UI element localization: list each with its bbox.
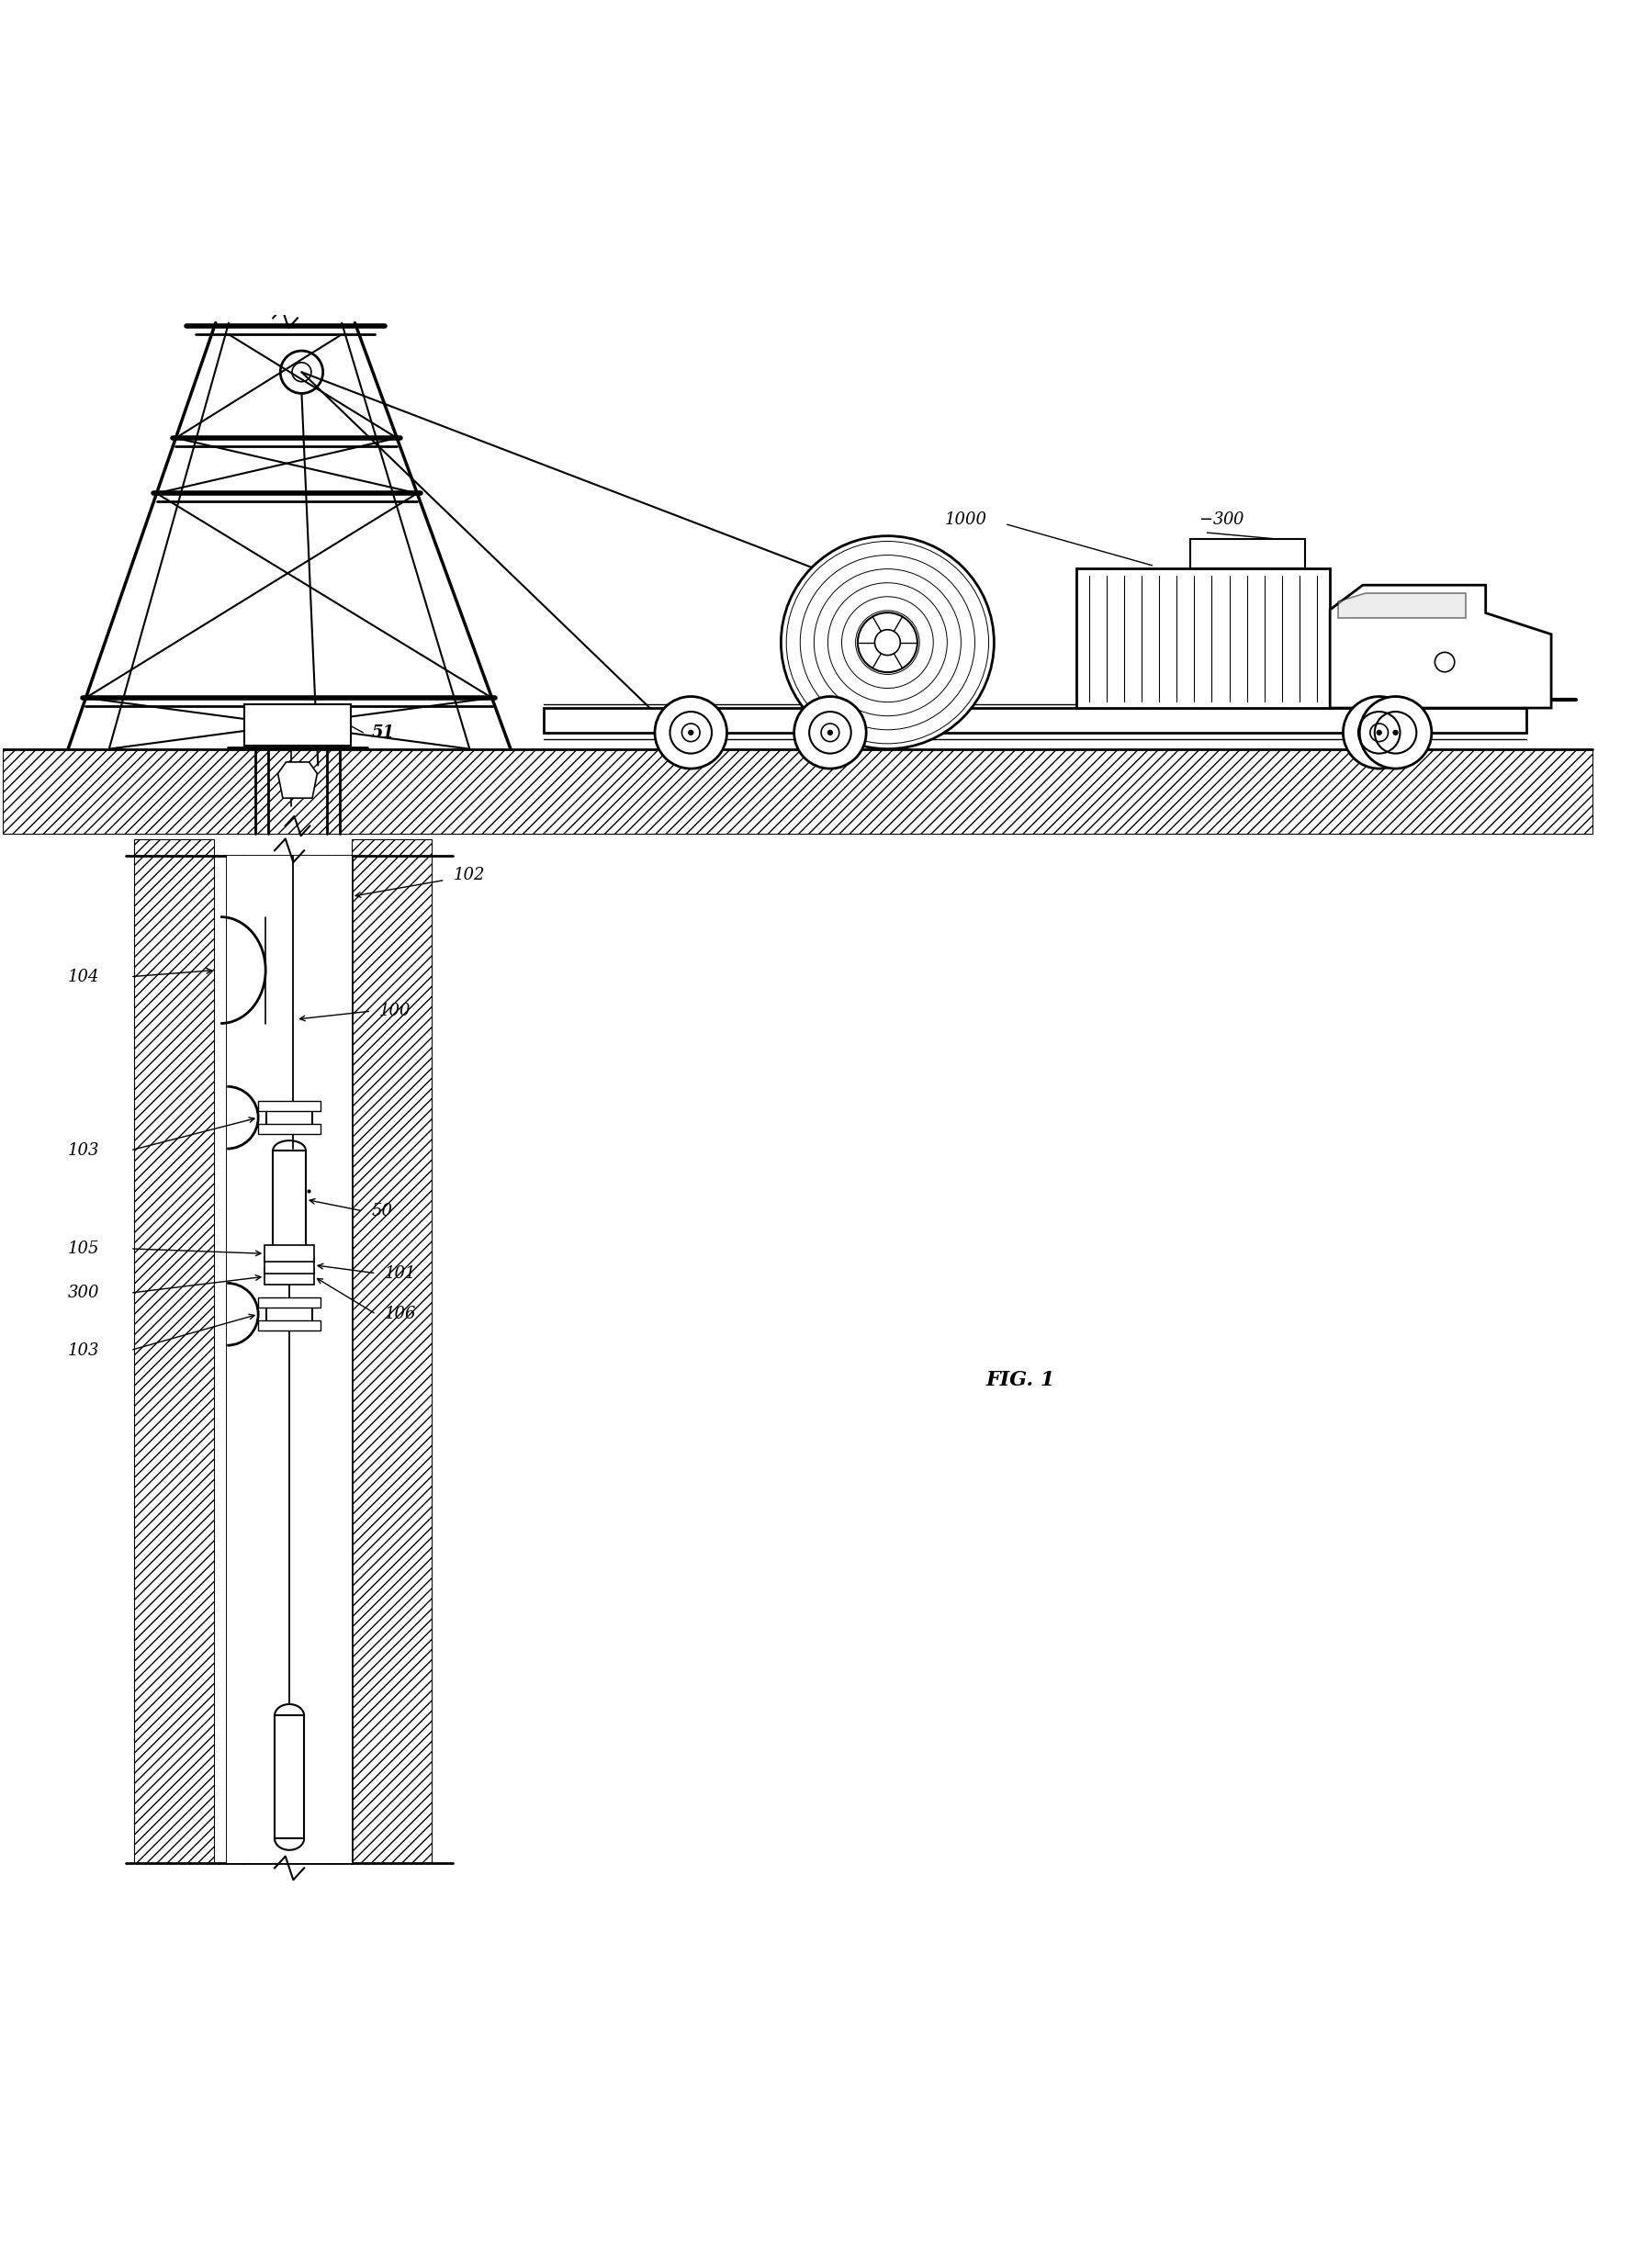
Polygon shape [1329,585,1551,708]
Bar [133,839,214,1862]
Text: 105: 105 [67,1241,100,1256]
Circle shape [858,612,917,671]
Bar [258,1102,320,1111]
Bar [544,708,1526,733]
Bar [265,1268,314,1284]
Circle shape [1342,696,1415,769]
Bar [258,1125,320,1134]
Circle shape [687,730,693,735]
Bar [265,1256,314,1272]
Bar [273,1150,306,1250]
Text: FIG. 1: FIG. 1 [986,1370,1055,1390]
Polygon shape [1337,594,1466,617]
Bar [243,855,335,1862]
Text: 102: 102 [453,866,485,882]
Text: 1000: 1000 [945,510,986,528]
Text: $-$300: $-$300 [1198,510,1245,528]
Polygon shape [1190,540,1305,569]
Text: 103: 103 [67,1143,100,1159]
Circle shape [780,535,994,748]
Text: 103: 103 [67,1343,100,1359]
Bar [245,705,350,746]
Bar [274,1715,304,1839]
Circle shape [654,696,726,769]
Bar [266,1302,312,1327]
Text: 106: 106 [384,1306,416,1322]
Text: 50: 50 [371,1202,393,1220]
Circle shape [1359,696,1431,769]
Text: 101: 101 [384,1266,416,1281]
Bar [227,855,243,1862]
Circle shape [826,730,833,735]
Polygon shape [278,762,317,798]
Bar [3,748,1592,835]
Text: 104: 104 [67,968,100,984]
Bar [258,1297,320,1309]
Bar [265,1245,314,1261]
Bar [335,855,352,1862]
Bar [266,1107,312,1129]
Circle shape [1375,730,1382,735]
Circle shape [1392,730,1398,735]
Bar [258,1320,320,1331]
Text: 300: 300 [67,1284,100,1302]
Circle shape [794,696,866,769]
Text: 51: 51 [371,723,394,742]
Bar [352,839,432,1862]
Bar [1076,569,1329,708]
Text: 100: 100 [380,1002,411,1018]
